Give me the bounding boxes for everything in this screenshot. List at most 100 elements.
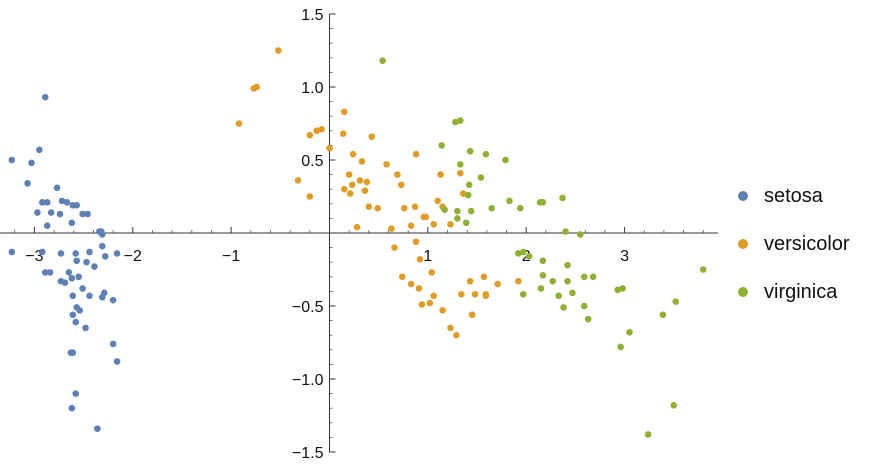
virginica-point [659, 311, 667, 319]
virginica-point [580, 302, 588, 310]
setosa-point [82, 324, 89, 332]
x-tick-label: 3 [620, 248, 629, 265]
setosa-point [61, 279, 69, 286]
virginica-point [482, 150, 490, 158]
setosa-point [38, 199, 46, 206]
legend-label: setosa [764, 184, 823, 207]
setosa-point [72, 390, 80, 397]
setosa-point [41, 93, 49, 101]
versicolor-point [340, 108, 348, 116]
versicolor-point [411, 203, 419, 211]
setosa-point [56, 210, 64, 218]
versicolor-point [368, 133, 376, 140]
virginica-point [577, 231, 584, 238]
setosa-point [24, 180, 31, 187]
virginica-point [614, 286, 621, 294]
versicolor-point [356, 177, 364, 184]
setosa-point [72, 318, 80, 326]
virginica-point [672, 298, 680, 305]
versicolor-point [235, 120, 243, 127]
versicolor-point [306, 131, 314, 139]
virginica-point [466, 147, 474, 155]
versicolor-point [457, 169, 464, 177]
setosa-point [84, 210, 91, 218]
setosa-point [43, 222, 51, 229]
x-tick-label: 1 [423, 248, 432, 265]
versicolor-point [326, 145, 333, 152]
setosa-point [86, 292, 93, 300]
legend-item-setosa: setosa [738, 172, 888, 220]
virginica-point [519, 248, 527, 256]
virginica-point [539, 257, 547, 265]
y-tick-label: 1.0 [301, 80, 323, 97]
versicolor-point [388, 225, 395, 232]
versicolor-point [383, 161, 390, 168]
versicolor-point [457, 291, 465, 298]
virginica-point [617, 343, 624, 351]
versicolor-point [412, 150, 420, 158]
versicolor-point [348, 181, 356, 189]
virginica-point [539, 199, 547, 206]
versicolor-point [471, 291, 479, 298]
versicolor-point [447, 324, 454, 332]
setosa-point [83, 258, 90, 266]
setosa-point [36, 146, 43, 154]
setosa-point [94, 425, 101, 432]
versicolor-point [494, 280, 501, 288]
y-tick-label: 1.5 [301, 7, 323, 24]
setosa-point [34, 209, 41, 216]
versicolor-point [374, 204, 381, 212]
virginica-point [488, 204, 496, 212]
versicolor-point [275, 47, 282, 54]
virginica-point [555, 292, 562, 300]
y-tick-label: −1.0 [292, 372, 324, 389]
setosa-point [98, 231, 106, 238]
versicolor-point [313, 127, 321, 135]
virginica-point [477, 174, 485, 181]
versicolor-point [345, 171, 353, 178]
setosa-point [73, 257, 81, 265]
legend-label: versicolor [764, 232, 850, 255]
virginica-point [549, 277, 557, 285]
versicolor-point [294, 177, 302, 184]
versicolor-point [400, 204, 408, 212]
legend-label: virginica [764, 280, 838, 303]
x-tick-label: −1 [222, 248, 240, 265]
setosa-point [101, 253, 109, 260]
versicolor-point [447, 220, 454, 228]
virginica-point [457, 161, 464, 168]
y-tick-label: −0.5 [292, 299, 324, 316]
setosa-point [43, 199, 51, 206]
setosa-point [86, 248, 93, 256]
x-tick-label: −2 [124, 248, 142, 265]
legend-swatch [738, 191, 748, 201]
virginica-point [569, 289, 576, 297]
setosa-point [68, 404, 76, 412]
versicolor-point [415, 285, 423, 292]
virginica-point [379, 57, 386, 65]
setosa-point [109, 296, 117, 304]
versicolor-point [346, 190, 354, 197]
setosa-point [76, 307, 83, 314]
versicolor-point [397, 181, 405, 189]
virginica-point [519, 291, 527, 298]
series-virginica [379, 57, 707, 438]
setosa-point [98, 242, 106, 250]
versicolor-point [306, 193, 314, 200]
legend-item-virginica: virginica [738, 268, 888, 316]
y-tick-label: −1.5 [292, 445, 324, 462]
virginica-point [438, 142, 445, 149]
virginica-point [517, 204, 524, 212]
virginica-point [626, 328, 633, 336]
virginica-point [580, 273, 588, 281]
setosa-point [68, 274, 76, 282]
virginica-point [465, 181, 473, 189]
virginica-point [564, 261, 571, 269]
versicolor-point [361, 187, 369, 194]
versicolor-point [418, 301, 426, 308]
setosa-point [73, 201, 81, 209]
versicolor-point [420, 213, 428, 221]
setosa-point [79, 285, 86, 292]
virginica-point [559, 194, 566, 202]
